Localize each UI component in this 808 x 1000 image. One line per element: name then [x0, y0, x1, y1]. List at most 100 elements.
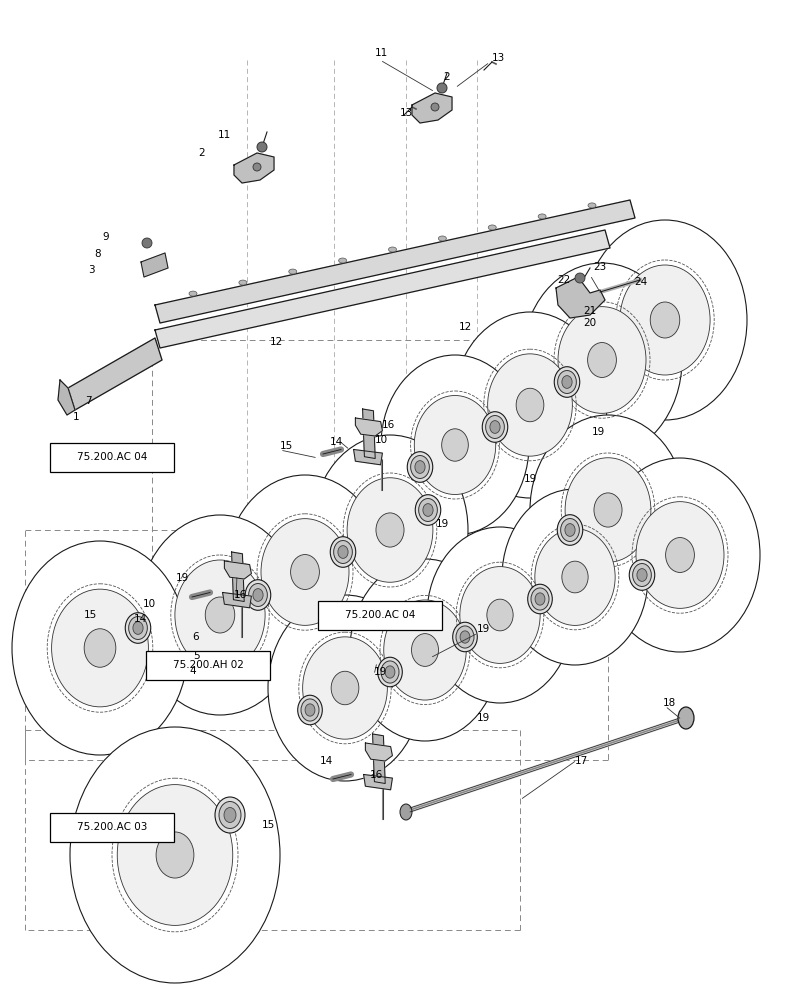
Ellipse shape	[442, 429, 469, 461]
FancyBboxPatch shape	[50, 813, 174, 842]
Ellipse shape	[535, 593, 545, 605]
Ellipse shape	[400, 804, 412, 820]
Ellipse shape	[535, 529, 615, 625]
Ellipse shape	[215, 797, 245, 833]
Polygon shape	[155, 200, 635, 323]
Ellipse shape	[128, 617, 147, 639]
Ellipse shape	[12, 541, 188, 755]
Ellipse shape	[381, 661, 399, 683]
Ellipse shape	[600, 458, 760, 652]
Circle shape	[142, 238, 152, 248]
Ellipse shape	[347, 478, 433, 582]
Text: 11: 11	[375, 48, 389, 58]
Ellipse shape	[678, 707, 694, 729]
Ellipse shape	[410, 456, 429, 478]
Ellipse shape	[219, 802, 241, 828]
Text: 18: 18	[663, 698, 676, 708]
Text: 14: 14	[134, 614, 147, 624]
Ellipse shape	[301, 699, 319, 721]
Text: 19: 19	[477, 713, 490, 723]
Circle shape	[257, 142, 267, 152]
Ellipse shape	[502, 489, 648, 665]
Text: 15: 15	[84, 610, 97, 620]
Ellipse shape	[305, 704, 315, 716]
Text: 9: 9	[102, 232, 108, 242]
Text: 12: 12	[270, 337, 284, 347]
Ellipse shape	[133, 622, 143, 634]
Text: 2: 2	[198, 148, 204, 158]
Ellipse shape	[117, 785, 233, 925]
Ellipse shape	[565, 524, 575, 536]
Ellipse shape	[554, 367, 580, 397]
Text: 11: 11	[218, 130, 231, 140]
Ellipse shape	[562, 376, 572, 388]
Ellipse shape	[175, 560, 265, 670]
Text: 10: 10	[375, 435, 388, 445]
Text: 75.200.AC 04: 75.200.AC 04	[77, 452, 147, 462]
Polygon shape	[155, 230, 610, 348]
Text: 19: 19	[374, 667, 387, 677]
Ellipse shape	[384, 600, 466, 700]
Polygon shape	[222, 592, 251, 608]
Ellipse shape	[487, 599, 513, 631]
Ellipse shape	[407, 452, 433, 482]
Ellipse shape	[439, 236, 446, 241]
Text: 21: 21	[583, 306, 596, 316]
Text: 24: 24	[634, 277, 647, 287]
Ellipse shape	[312, 435, 468, 625]
Text: 10: 10	[143, 599, 156, 609]
Ellipse shape	[249, 584, 267, 606]
Ellipse shape	[411, 634, 439, 666]
Ellipse shape	[456, 626, 474, 648]
Ellipse shape	[385, 666, 395, 678]
Ellipse shape	[427, 527, 573, 703]
Ellipse shape	[530, 415, 686, 605]
Polygon shape	[234, 153, 274, 183]
Polygon shape	[372, 734, 385, 784]
Polygon shape	[354, 450, 382, 465]
Ellipse shape	[246, 580, 271, 610]
Circle shape	[253, 163, 261, 171]
Ellipse shape	[377, 657, 402, 687]
Text: 20: 20	[583, 318, 596, 328]
Text: 15: 15	[280, 441, 293, 451]
Ellipse shape	[350, 559, 500, 741]
Ellipse shape	[253, 589, 263, 601]
FancyBboxPatch shape	[318, 601, 442, 630]
Ellipse shape	[522, 263, 682, 457]
Circle shape	[575, 273, 585, 283]
Ellipse shape	[415, 495, 440, 525]
Polygon shape	[356, 418, 382, 436]
Text: 7: 7	[85, 396, 91, 406]
Ellipse shape	[488, 225, 496, 230]
Ellipse shape	[52, 589, 149, 707]
Ellipse shape	[565, 458, 651, 562]
Text: 14: 14	[330, 437, 343, 447]
Polygon shape	[412, 93, 452, 123]
Ellipse shape	[587, 343, 617, 377]
Ellipse shape	[516, 388, 544, 422]
Text: 13: 13	[400, 108, 413, 118]
Ellipse shape	[268, 595, 422, 781]
Polygon shape	[225, 561, 251, 579]
FancyBboxPatch shape	[50, 443, 174, 472]
Text: 13: 13	[492, 53, 505, 63]
Ellipse shape	[339, 258, 347, 263]
Ellipse shape	[594, 493, 622, 527]
Ellipse shape	[486, 416, 504, 438]
Ellipse shape	[415, 461, 425, 473]
Ellipse shape	[488, 354, 572, 456]
Ellipse shape	[490, 421, 500, 433]
Ellipse shape	[558, 307, 646, 413]
Ellipse shape	[381, 355, 529, 535]
Circle shape	[437, 83, 447, 93]
Ellipse shape	[636, 502, 724, 608]
Ellipse shape	[288, 269, 297, 274]
Ellipse shape	[482, 412, 507, 442]
Ellipse shape	[650, 302, 680, 338]
Ellipse shape	[538, 214, 546, 219]
Ellipse shape	[189, 291, 197, 296]
Polygon shape	[556, 277, 605, 318]
Ellipse shape	[666, 538, 694, 572]
Ellipse shape	[633, 564, 651, 586]
